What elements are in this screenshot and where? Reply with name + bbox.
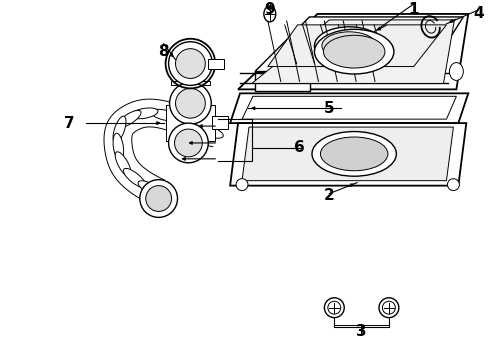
Ellipse shape xyxy=(323,35,385,68)
Polygon shape xyxy=(212,116,228,129)
Text: 4: 4 xyxy=(473,6,484,22)
Ellipse shape xyxy=(140,180,177,217)
Ellipse shape xyxy=(175,49,205,78)
Text: 1: 1 xyxy=(409,3,419,18)
Ellipse shape xyxy=(115,152,131,177)
Text: 8: 8 xyxy=(158,44,169,59)
Ellipse shape xyxy=(379,298,399,318)
Ellipse shape xyxy=(123,168,146,188)
Text: 9: 9 xyxy=(265,3,275,18)
Ellipse shape xyxy=(312,131,396,176)
Polygon shape xyxy=(238,14,468,89)
Ellipse shape xyxy=(320,137,388,171)
Polygon shape xyxy=(252,20,454,84)
Ellipse shape xyxy=(315,27,384,64)
Ellipse shape xyxy=(236,179,248,190)
Ellipse shape xyxy=(113,116,126,143)
Polygon shape xyxy=(171,81,210,85)
Ellipse shape xyxy=(176,117,202,130)
Ellipse shape xyxy=(315,29,394,74)
Polygon shape xyxy=(242,127,453,181)
Ellipse shape xyxy=(447,179,459,190)
Polygon shape xyxy=(166,105,215,141)
Ellipse shape xyxy=(146,186,172,211)
Text: 2: 2 xyxy=(324,188,335,203)
Ellipse shape xyxy=(169,42,212,85)
Ellipse shape xyxy=(170,82,211,124)
Ellipse shape xyxy=(151,109,178,121)
Polygon shape xyxy=(255,72,310,91)
Polygon shape xyxy=(255,17,464,72)
Polygon shape xyxy=(230,93,468,123)
Ellipse shape xyxy=(130,108,158,119)
Ellipse shape xyxy=(383,301,395,314)
Ellipse shape xyxy=(113,133,123,161)
Ellipse shape xyxy=(197,125,223,138)
Text: 3: 3 xyxy=(356,324,367,339)
Ellipse shape xyxy=(322,32,376,60)
Ellipse shape xyxy=(449,63,464,80)
Polygon shape xyxy=(208,59,224,68)
Text: 7: 7 xyxy=(64,116,74,131)
Polygon shape xyxy=(230,123,466,186)
Ellipse shape xyxy=(174,129,202,157)
Text: 5: 5 xyxy=(324,101,335,116)
Ellipse shape xyxy=(169,123,208,163)
Ellipse shape xyxy=(175,88,205,118)
Polygon shape xyxy=(268,25,446,67)
Ellipse shape xyxy=(324,298,344,318)
Ellipse shape xyxy=(328,301,341,314)
Ellipse shape xyxy=(117,111,141,128)
Ellipse shape xyxy=(138,181,163,197)
Ellipse shape xyxy=(264,6,276,22)
Text: 6: 6 xyxy=(294,140,305,156)
